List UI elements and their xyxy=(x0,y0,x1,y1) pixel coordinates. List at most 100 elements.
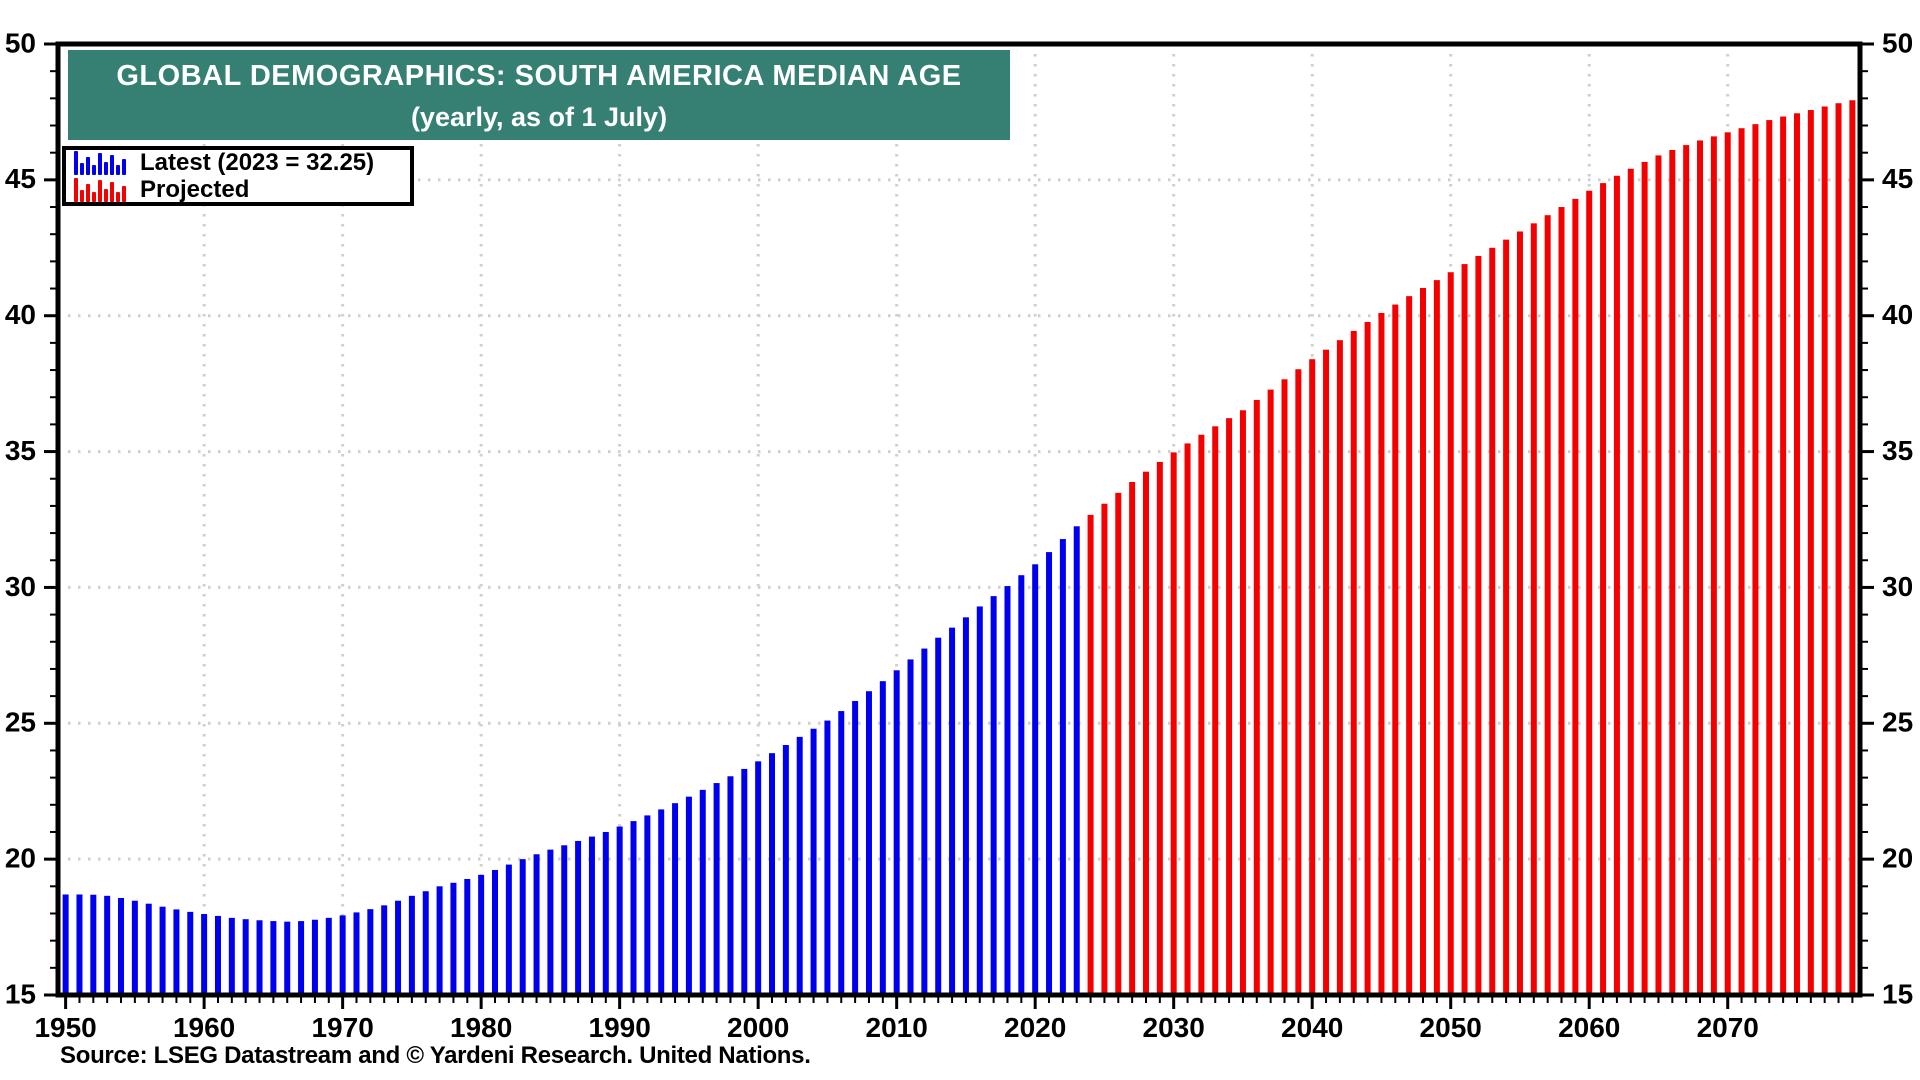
bar-latest xyxy=(436,886,443,995)
bar-projected xyxy=(1627,168,1634,996)
bar-latest xyxy=(228,917,235,995)
y-axis-label-left: 15 xyxy=(5,978,36,1009)
legend-icon-bar xyxy=(104,189,108,202)
bar-latest xyxy=(311,919,318,995)
bar-projected xyxy=(1780,116,1787,996)
bar-latest xyxy=(519,859,526,995)
source-note: Source: LSEG Datastream and © Yardeni Re… xyxy=(60,1042,811,1069)
bar-latest xyxy=(298,921,305,995)
bar-projected xyxy=(1807,110,1814,995)
y-axis-label-right: 15 xyxy=(1882,978,1913,1009)
bar-latest xyxy=(464,878,471,995)
bar-projected xyxy=(1253,399,1260,995)
x-axis-label: 2060 xyxy=(1558,1012,1620,1043)
bar-projected xyxy=(1641,161,1648,996)
bar-projected xyxy=(1738,128,1745,996)
bar-latest xyxy=(1073,526,1080,995)
y-axis-label-right: 20 xyxy=(1882,843,1913,874)
bar-latest xyxy=(685,796,692,995)
plot-border xyxy=(55,41,1863,998)
bar-projected xyxy=(1655,155,1662,995)
bar-projected xyxy=(1586,190,1593,996)
legend-icon-bar xyxy=(80,163,84,175)
bar-projected xyxy=(1309,359,1316,995)
legend-icon-bar xyxy=(74,151,78,175)
x-axis-label: 1970 xyxy=(311,1012,373,1043)
legend-icon-bar xyxy=(92,192,96,202)
bar-latest xyxy=(588,836,595,995)
legend-icon-bar xyxy=(122,186,126,202)
bar-latest xyxy=(478,874,485,995)
chart-subtitle: (yearly, as of 1 July) xyxy=(410,102,668,132)
bar-latest xyxy=(76,894,83,995)
bar-latest xyxy=(118,898,125,995)
bar-latest xyxy=(104,895,111,995)
legend-icon-bar xyxy=(98,153,102,175)
bar-projected xyxy=(1267,389,1274,995)
bar-latest xyxy=(1018,575,1025,995)
bar-latest xyxy=(907,659,914,995)
x-axis-label: 2030 xyxy=(1143,1012,1205,1043)
bar-projected xyxy=(1350,330,1357,995)
x-axis-label: 1950 xyxy=(34,1012,96,1043)
bar-projected xyxy=(1766,120,1773,995)
bar-projected xyxy=(1406,296,1413,995)
x-axis-label: 2040 xyxy=(1281,1012,1343,1043)
bar-latest xyxy=(325,917,332,995)
bar-projected xyxy=(1752,124,1759,995)
bar-projected xyxy=(1295,369,1302,995)
bar-projected xyxy=(1212,426,1219,995)
bar-latest xyxy=(422,891,429,995)
legend-icon-bar xyxy=(86,184,90,202)
bar-latest xyxy=(1032,564,1039,995)
bar-projected xyxy=(1516,231,1523,996)
bar-projected xyxy=(1420,288,1426,995)
bar-projected xyxy=(1198,434,1205,996)
bar-latest xyxy=(505,864,512,995)
y-axis-label-right: 25 xyxy=(1882,707,1913,738)
bar-latest xyxy=(824,720,831,995)
bar-latest xyxy=(450,882,457,995)
bar-projected xyxy=(1558,207,1565,995)
bar-projected xyxy=(1544,215,1551,995)
x-axis-label: 2050 xyxy=(1420,1012,1482,1043)
bar-latest xyxy=(256,920,263,995)
y-axis-label-left: 40 xyxy=(5,299,36,330)
bar-latest xyxy=(921,648,928,995)
bar-projected xyxy=(1572,198,1579,995)
bar-latest xyxy=(1004,586,1011,995)
bar-latest xyxy=(353,912,360,995)
bar-projected xyxy=(1613,175,1620,995)
bar-latest xyxy=(769,753,776,995)
y-axis-label-left: 25 xyxy=(5,707,36,738)
bar-projected xyxy=(1281,379,1288,995)
bar-latest xyxy=(630,821,637,995)
x-axis-label: 2070 xyxy=(1697,1012,1759,1043)
bar-latest xyxy=(1059,539,1066,995)
bar-latest xyxy=(381,905,388,995)
bar-latest xyxy=(935,637,942,995)
bar-latest xyxy=(616,826,623,995)
legend-item-projected: Projected xyxy=(74,176,396,203)
bar-latest xyxy=(270,921,277,995)
bar-projected xyxy=(1115,492,1122,995)
bar-projected xyxy=(1793,113,1800,996)
y-axis-label-left: 20 xyxy=(5,843,36,874)
bar-latest xyxy=(810,728,817,995)
bar-latest xyxy=(187,911,194,995)
y-axis-label-right: 50 xyxy=(1882,27,1913,58)
bar-latest xyxy=(242,919,249,995)
bar-projected xyxy=(1489,247,1496,996)
bar-latest xyxy=(976,606,983,995)
bar-latest xyxy=(644,815,651,995)
legend-label-projected: Projected xyxy=(140,175,250,203)
bar-latest xyxy=(865,691,872,995)
legend-label-latest: Latest (2023 = 32.25) xyxy=(140,148,375,176)
bar-latest xyxy=(90,894,97,995)
bar-projected xyxy=(1849,100,1856,996)
bar-projected xyxy=(1821,106,1828,996)
bar-latest xyxy=(214,915,221,995)
latest-series-icon xyxy=(74,150,130,175)
legend-item-latest: Latest (2023 = 32.25) xyxy=(74,149,396,176)
y-axis-label-right: 40 xyxy=(1882,299,1913,330)
